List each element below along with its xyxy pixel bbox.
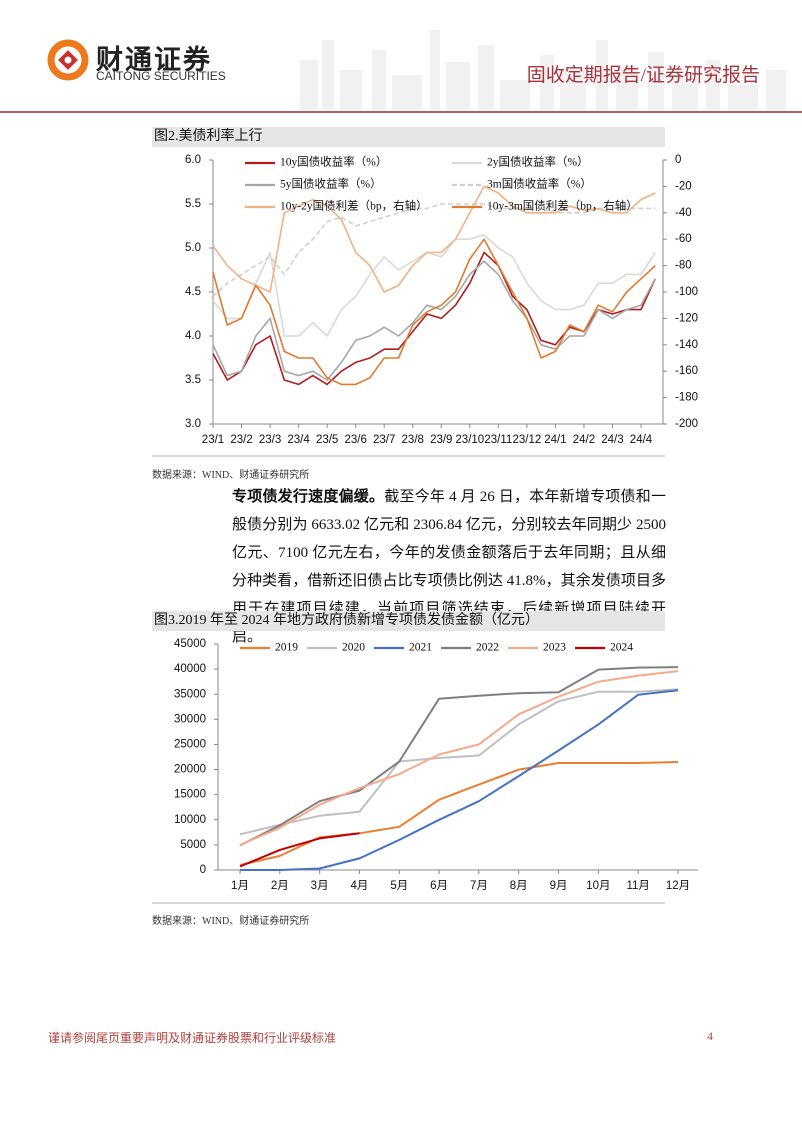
y-tick-label: 6.0 (185, 154, 201, 166)
x-tick-label: 23/7 (373, 434, 395, 446)
x-tick-label: 23/3 (259, 434, 281, 446)
legend-label: 2022 (476, 642, 499, 654)
x-tick-label: 23/9 (430, 434, 452, 446)
y2-tick-label: -100 (675, 286, 698, 298)
x-tick-label: 23/12 (512, 434, 541, 446)
report-type: 固收定期报告/证券研究报告 (526, 65, 760, 86)
page-number: 4 (707, 1029, 713, 1043)
y-tick-label: 45000 (174, 638, 206, 650)
y2-tick-label: -120 (675, 312, 698, 324)
y2-tick-label: -160 (675, 365, 698, 377)
y-tick-label: 35000 (174, 688, 206, 700)
series-line (239, 670, 679, 846)
y-tick-label: 4.0 (185, 330, 201, 342)
x-tick-label: 24/2 (573, 434, 595, 446)
x-tick-label: 12月 (666, 880, 690, 892)
figure-caption: 图3.2019 年至 2024 年地方政府债新增专项债发债金额（亿元） (152, 611, 665, 631)
x-tick-label: 6月 (430, 880, 448, 892)
x-tick-label: 23/1 (202, 434, 224, 446)
legend-label: 10y国债收益率（%） (280, 155, 387, 169)
legend-label: 10y-3m国债利差（bp，右轴） (487, 199, 638, 213)
figure-caption: 图2.美债利率上行 (152, 127, 665, 147)
header-skyline (300, 30, 786, 110)
legend-label: 2023 (543, 642, 566, 654)
y-tick-label: 10000 (174, 814, 206, 826)
x-tick-label: 8月 (510, 880, 528, 892)
y-tick-label: 5000 (180, 839, 206, 851)
y2-tick-label: -60 (675, 233, 692, 245)
x-tick-label: 23/5 (316, 434, 338, 446)
series-line (240, 689, 679, 871)
brand-cn: 财通证券 (96, 45, 212, 76)
x-tick-label: 3月 (311, 880, 329, 892)
x-tick-label: 7月 (470, 880, 488, 892)
x-tick-label: 4月 (351, 880, 369, 892)
series-line (239, 688, 679, 836)
x-tick-label: 23/6 (344, 434, 366, 446)
x-tick-label: 1月 (231, 880, 249, 892)
x-tick-label: 9月 (550, 880, 568, 892)
series-line (212, 185, 656, 293)
y-tick-label: 0 (200, 864, 206, 876)
y-tick-label: 5.5 (185, 198, 201, 210)
y2-tick-label: 0 (675, 154, 681, 166)
y-tick-label: 4.5 (185, 286, 201, 298)
x-tick-label: 23/11 (484, 434, 512, 446)
series-line (212, 251, 657, 386)
x-tick-label: 24/4 (630, 434, 653, 446)
y2-tick-label: -180 (675, 392, 698, 404)
y2-tick-label: -40 (675, 207, 692, 219)
y-tick-label: 30000 (174, 713, 206, 725)
x-tick-label: 23/4 (287, 434, 310, 446)
y2-tick-label: -140 (675, 339, 698, 351)
y-tick-label: 3.0 (185, 418, 201, 430)
series-line (212, 238, 656, 386)
series-line (212, 260, 657, 381)
figure-source: 数据来源：WIND、财通证券研究所 (152, 916, 310, 927)
series-line (239, 832, 360, 868)
brand-en: CAITONG SECURITIES (96, 69, 226, 83)
y-tick-label: 40000 (174, 663, 206, 675)
y-tick-label: 25000 (174, 738, 206, 750)
y-tick-label: 5.0 (185, 242, 201, 254)
y-tick-label: 15000 (174, 789, 206, 801)
footer-disclaimer: 谨请参阅尾页重要声明及财通证券股票和行业评级标准 (48, 1031, 337, 1045)
y-tick-label: 3.5 (185, 374, 201, 386)
legend-label: 3m国债收益率（%） (487, 177, 592, 191)
legend-label: 2024 (610, 642, 633, 654)
x-tick-label: 24/3 (601, 434, 623, 446)
series-line (212, 234, 656, 337)
x-tick-label: 23/10 (455, 434, 484, 446)
y-tick-label: 20000 (174, 764, 206, 776)
logo-icon (47, 39, 89, 81)
legend-label: 5y国债收益率（%） (280, 177, 382, 191)
legend-label: 2y国债收益率（%） (487, 155, 589, 169)
legend-label: 10y-2y国债利差（bp，右轴） (280, 199, 428, 213)
y2-tick-label: -80 (675, 260, 692, 272)
y2-tick-label: -20 (675, 180, 692, 192)
paragraph-lead: 专项债发行速度偏缓。 (232, 489, 385, 505)
x-tick-label: 11月 (626, 880, 649, 892)
x-tick-label: 10月 (586, 880, 610, 892)
figure-source: 数据来源：WIND、财通证券研究所 (152, 470, 310, 481)
x-tick-label: 23/8 (402, 434, 424, 446)
legend-label: 2021 (409, 642, 432, 654)
x-tick-label: 5月 (390, 880, 408, 892)
series-line (239, 666, 679, 847)
x-tick-label: 24/1 (544, 434, 566, 446)
x-tick-label: 23/2 (230, 434, 252, 446)
y2-tick-label: -200 (675, 418, 698, 430)
legend-label: 2019 (275, 642, 298, 654)
x-tick-label: 2月 (271, 880, 289, 892)
series-line (212, 203, 656, 297)
legend-label: 2020 (342, 642, 365, 654)
